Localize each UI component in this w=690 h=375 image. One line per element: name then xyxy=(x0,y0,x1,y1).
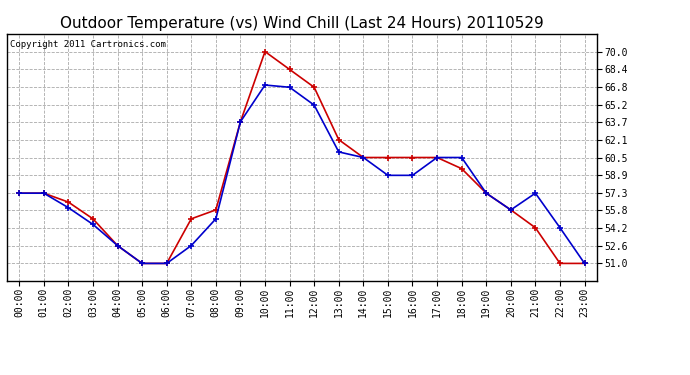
Title: Outdoor Temperature (vs) Wind Chill (Last 24 Hours) 20110529: Outdoor Temperature (vs) Wind Chill (Las… xyxy=(60,16,544,31)
Text: Copyright 2011 Cartronics.com: Copyright 2011 Cartronics.com xyxy=(10,40,166,49)
